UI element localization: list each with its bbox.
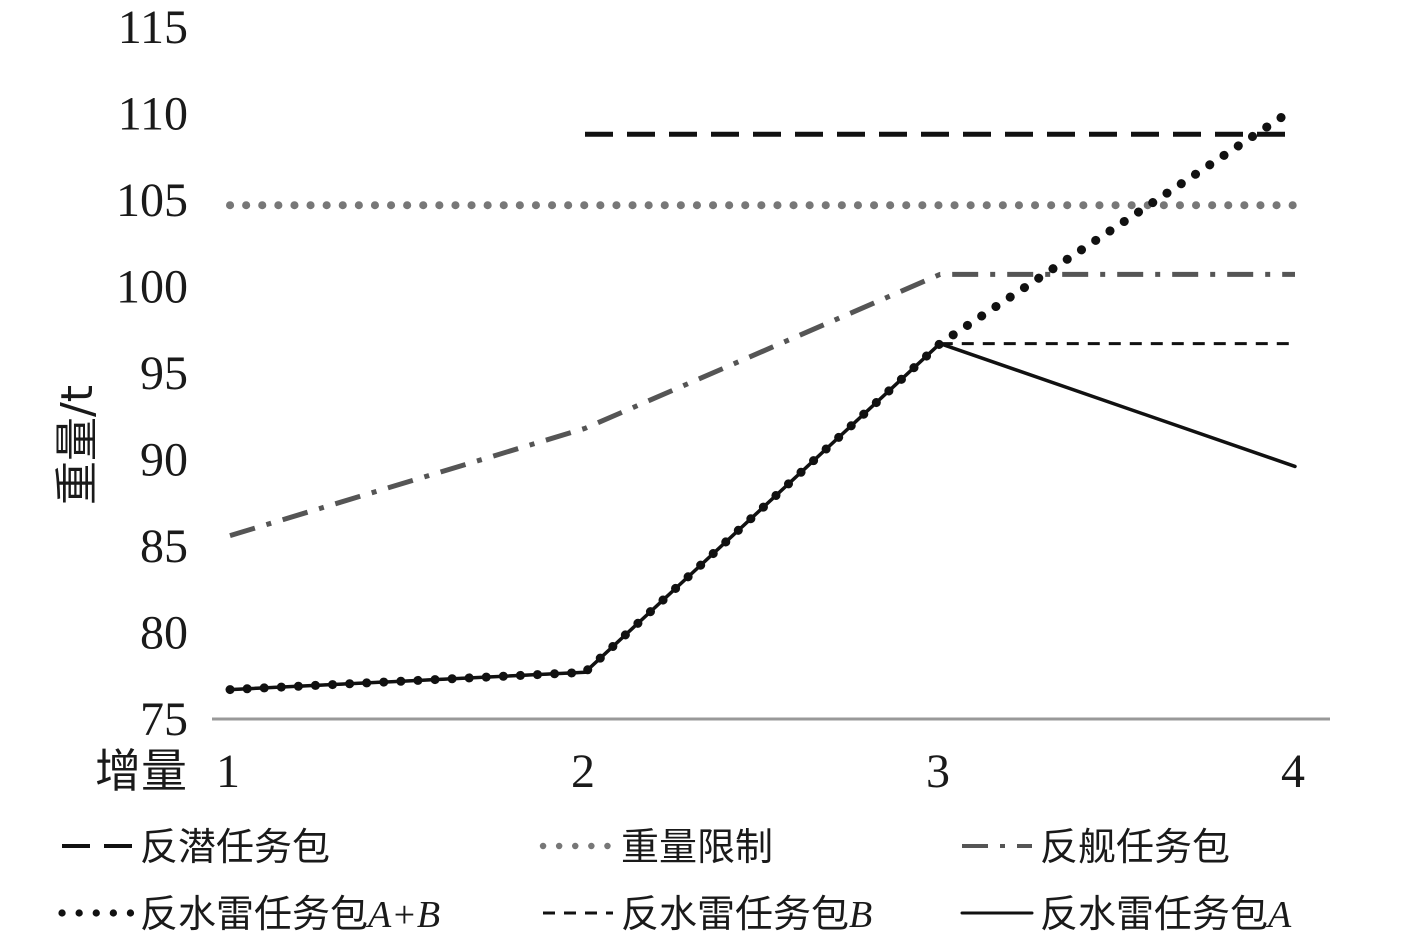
legend-label: 反水雷任务包A+B (140, 892, 440, 936)
y-tick-label: 95 (140, 347, 188, 400)
series-line (229, 342, 1295, 692)
y-axis-title: 重量/t (52, 385, 103, 505)
y-tick-label: 110 (118, 88, 188, 141)
legend-label: 反水雷任务包B (621, 892, 872, 936)
x-tick-label: 1 (216, 745, 240, 798)
y-tick-label: 105 (116, 174, 188, 227)
legend-label: 反舰任务包 (1040, 825, 1230, 869)
y-tick-label: 85 (140, 520, 188, 573)
y-tick-label: 115 (118, 1, 188, 54)
x-axis-ticks: 1 2 3 4 (216, 745, 1305, 798)
y-tick-label: 100 (116, 261, 188, 314)
series-line (229, 271, 1295, 539)
x-axis-title: 增量 (95, 744, 187, 798)
x-tick-label: 2 (571, 745, 595, 798)
y-tick-label: 75 (140, 693, 188, 746)
y-tick-label: 80 (140, 607, 188, 660)
legend-label: 重量限制 (621, 825, 773, 869)
legend-label: 反水雷任务包A (1040, 892, 1292, 936)
y-axis-ticks: 75 80 85 90 95 100 105 110 115 (116, 1, 188, 746)
y-tick-label: 90 (140, 434, 188, 487)
legend-label: 反潜任务包 (140, 825, 330, 869)
x-tick-label: 3 (926, 745, 950, 798)
series-line (228, 341, 1297, 692)
series-line (225, 103, 1300, 695)
x-tick-label: 4 (1281, 745, 1305, 798)
series-layer (225, 103, 1300, 695)
